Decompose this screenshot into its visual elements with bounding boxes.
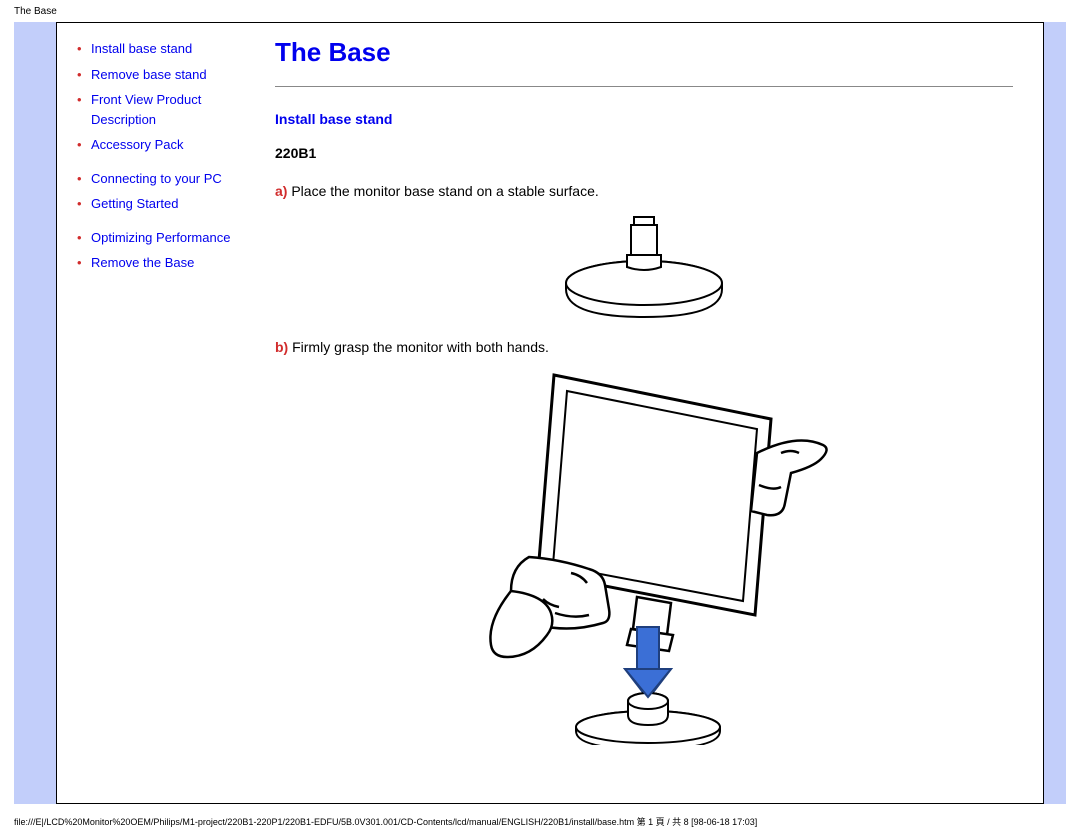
sidebar-link[interactable]: Connecting to your PC [91, 171, 222, 186]
step-a-letter: a) [275, 183, 287, 199]
sidebar-link[interactable]: Accessory Pack [91, 137, 183, 152]
page-title: The Base [275, 37, 1013, 68]
sidebar-link[interactable]: Remove base stand [91, 67, 207, 82]
sidebar-item-getting-started[interactable]: Getting Started [77, 194, 247, 214]
main-content: The Base Install base stand 220B1 a) Pla… [255, 23, 1043, 803]
right-stripe [1044, 22, 1066, 804]
sidebar-item-front-view[interactable]: Front View Product Description [77, 90, 247, 129]
sidebar-group-2: Optimizing Performance Remove the Base [77, 228, 247, 273]
sidebar: Install base stand Remove base stand Fro… [57, 23, 255, 803]
base-stand-icon [549, 211, 739, 321]
sidebar-item-remove-base-stand[interactable]: Remove base stand [77, 65, 247, 85]
model-number: 220B1 [275, 145, 1013, 161]
footer-path: file:///E|/LCD%20Monitor%20OEM/Philips/M… [14, 815, 757, 828]
sidebar-link[interactable]: Getting Started [91, 196, 178, 211]
illustration-monitor-hands [275, 367, 1013, 745]
sidebar-item-connecting-pc[interactable]: Connecting to your PC [77, 169, 247, 189]
sidebar-item-install-base-stand[interactable]: Install base stand [77, 39, 247, 59]
step-b: b) Firmly grasp the monitor with both ha… [275, 339, 1013, 355]
content-wrap: Install base stand Remove base stand Fro… [56, 22, 1044, 804]
step-b-text: Firmly grasp the monitor with both hands… [288, 339, 549, 355]
sidebar-item-accessory-pack[interactable]: Accessory Pack [77, 135, 247, 155]
sidebar-link[interactable]: Optimizing Performance [91, 230, 230, 245]
illustration-base-stand [275, 211, 1013, 321]
sidebar-item-remove-the-base[interactable]: Remove the Base [77, 253, 247, 273]
left-stripe [14, 22, 56, 804]
sidebar-group-0: Install base stand Remove base stand Fro… [77, 39, 247, 155]
step-a: a) Place the monitor base stand on a sta… [275, 183, 1013, 199]
page-header-title: The Base [0, 0, 1080, 22]
sidebar-link[interactable]: Remove the Base [91, 255, 194, 270]
step-a-text: Place the monitor base stand on a stable… [287, 183, 598, 199]
sidebar-group-1: Connecting to your PC Getting Started [77, 169, 247, 214]
page-frame: Install base stand Remove base stand Fro… [14, 22, 1066, 804]
sidebar-link[interactable]: Install base stand [91, 41, 192, 56]
monitor-hands-icon [459, 367, 829, 745]
section-heading: Install base stand [275, 111, 1013, 127]
step-b-letter: b) [275, 339, 288, 355]
sidebar-link[interactable]: Front View Product Description [91, 92, 201, 127]
sidebar-item-optimizing[interactable]: Optimizing Performance [77, 228, 247, 248]
horizontal-rule [275, 86, 1013, 87]
